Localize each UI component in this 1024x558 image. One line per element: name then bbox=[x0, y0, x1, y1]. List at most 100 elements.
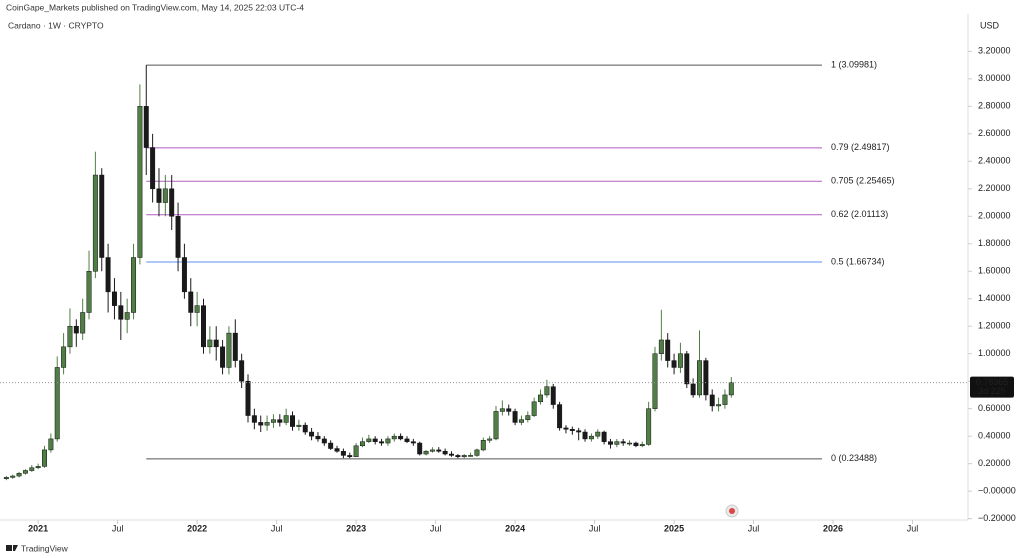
candle-body bbox=[512, 411, 518, 423]
candle-body bbox=[54, 367, 60, 440]
y-tick-label: 3.00000 bbox=[978, 73, 1011, 83]
candle-body bbox=[302, 424, 308, 433]
candle-body bbox=[379, 441, 385, 444]
candle-body bbox=[283, 415, 289, 423]
candle-body bbox=[582, 431, 588, 440]
candle-body bbox=[652, 353, 658, 409]
y-tick-label: 2.40000 bbox=[978, 156, 1011, 166]
y-tick-label: −0.20000 bbox=[978, 513, 1016, 523]
candle-body bbox=[544, 386, 550, 396]
candle-body bbox=[61, 346, 67, 368]
footer-brand: TradingView bbox=[21, 543, 69, 553]
last-price-box bbox=[970, 376, 1014, 398]
candle-body bbox=[48, 438, 54, 451]
candle-body bbox=[614, 441, 620, 445]
y-tick-label: 1.80000 bbox=[978, 238, 1011, 248]
candle-body bbox=[353, 445, 359, 458]
x-tick-label: 2024 bbox=[505, 523, 525, 533]
x-tick-label: Jul bbox=[748, 523, 760, 533]
candle-body bbox=[671, 360, 677, 368]
y-tick-label: 1.60000 bbox=[978, 266, 1011, 276]
x-tick-label: Jul bbox=[907, 523, 919, 533]
candle-body bbox=[131, 257, 137, 313]
candle-body bbox=[506, 408, 512, 412]
candle-body bbox=[150, 147, 156, 190]
candle-body bbox=[531, 401, 537, 416]
candle-body bbox=[608, 441, 613, 445]
candle-body bbox=[239, 360, 245, 382]
x-tick-label: 2026 bbox=[823, 523, 843, 533]
candle-body bbox=[137, 106, 143, 258]
candle-body bbox=[569, 429, 575, 431]
tv-logo bbox=[6, 545, 18, 551]
x-tick-label: Jul bbox=[112, 523, 124, 533]
candle-body bbox=[111, 291, 117, 306]
candle-body bbox=[665, 339, 671, 361]
candle-body bbox=[722, 394, 728, 405]
candle-body bbox=[398, 435, 404, 440]
candle-body bbox=[639, 444, 645, 447]
candle-body bbox=[258, 422, 264, 426]
candle-body bbox=[92, 174, 98, 272]
candle-body bbox=[474, 449, 480, 456]
fib-label: 0.5 (1.66734) bbox=[831, 256, 885, 266]
candle-body bbox=[175, 216, 181, 258]
candle-body bbox=[188, 291, 194, 313]
candle-body bbox=[201, 305, 206, 348]
candle-body bbox=[290, 415, 295, 427]
candle-body bbox=[677, 353, 683, 368]
candle-body bbox=[538, 394, 544, 403]
candle-body bbox=[620, 441, 626, 444]
candle-body bbox=[487, 438, 493, 441]
candle-body bbox=[124, 312, 130, 320]
candle-body bbox=[417, 442, 423, 455]
candle-body bbox=[67, 325, 73, 348]
candle-body bbox=[169, 188, 175, 217]
candle-body bbox=[601, 431, 607, 442]
candle-body bbox=[410, 441, 416, 444]
candle-body bbox=[442, 451, 448, 455]
candle-body bbox=[391, 435, 397, 440]
y-tick-label: 1.40000 bbox=[978, 293, 1011, 303]
candle-body bbox=[270, 419, 276, 423]
event-flag-dot bbox=[729, 508, 735, 514]
candle-body bbox=[264, 422, 270, 426]
candle-body bbox=[372, 438, 378, 442]
x-tick-label: 2025 bbox=[664, 523, 684, 533]
x-tick-label: 2021 bbox=[28, 523, 48, 533]
symbol-title: Cardano · 1W · CRYPTO bbox=[8, 20, 104, 30]
candle-body bbox=[716, 404, 722, 407]
candle-body bbox=[633, 442, 639, 447]
candle-body bbox=[251, 415, 257, 423]
candle-body bbox=[385, 438, 391, 444]
candle-body bbox=[347, 455, 353, 458]
candle-body bbox=[518, 419, 524, 423]
candle-body bbox=[73, 325, 79, 334]
candle-body bbox=[493, 411, 499, 440]
candle-body bbox=[449, 453, 454, 456]
candle-body bbox=[328, 442, 334, 449]
candle-body bbox=[646, 408, 652, 445]
candle-body bbox=[156, 188, 162, 203]
candle-body bbox=[480, 440, 486, 451]
candle-body bbox=[359, 441, 365, 447]
candle-body bbox=[709, 394, 715, 407]
candle-body bbox=[207, 339, 213, 348]
candle-body bbox=[118, 305, 124, 320]
fib-label: 0 (0.23488) bbox=[831, 453, 877, 463]
candle-body bbox=[684, 353, 690, 385]
candle-body bbox=[658, 339, 664, 354]
publish-header: CoinGape_Markets published on TradingVie… bbox=[6, 2, 304, 12]
candle-body bbox=[728, 382, 734, 396]
candle-body bbox=[550, 386, 556, 405]
candle-body bbox=[181, 257, 187, 293]
candle-body bbox=[22, 470, 28, 474]
countdown: 3d 22h bbox=[978, 386, 1006, 396]
y-tick-label: 2.00000 bbox=[978, 211, 1011, 221]
y-tick-label: 1.00000 bbox=[978, 348, 1011, 358]
candle-body bbox=[16, 473, 22, 477]
candle-body bbox=[220, 346, 226, 368]
candle-body bbox=[595, 431, 601, 437]
fib-label: 0.705 (2.25465) bbox=[831, 176, 895, 186]
candle-body bbox=[690, 383, 696, 396]
